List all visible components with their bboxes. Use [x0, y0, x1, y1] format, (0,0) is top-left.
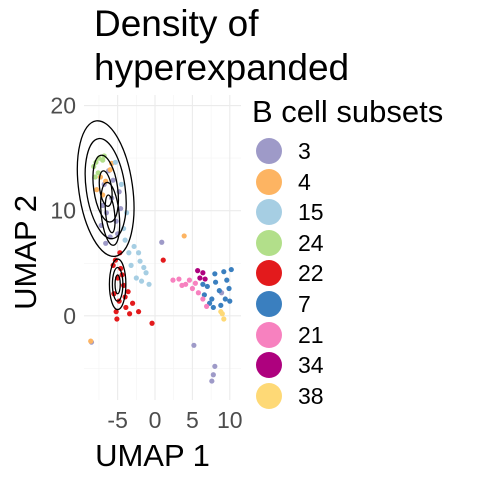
point-subset-34 — [203, 276, 208, 281]
legend-label: 7 — [298, 289, 311, 319]
point-subset-15 — [119, 182, 124, 187]
legend-key-icon — [256, 199, 282, 225]
point-subset-15 — [137, 259, 142, 264]
x-tick-label: 10 — [217, 407, 243, 433]
legend-key-icon — [256, 383, 282, 409]
x-tick-label: -5 — [107, 407, 127, 433]
legend-key-icon — [256, 169, 282, 195]
point-subset-15 — [146, 282, 151, 287]
point-subset-34 — [195, 268, 200, 273]
point-subset-7 — [223, 296, 228, 301]
y-tick-label: 0 — [63, 303, 76, 329]
point-subset-7 — [226, 286, 231, 291]
legend-label: 34 — [298, 350, 324, 380]
point-subset-7 — [200, 282, 205, 287]
point-subset-7 — [224, 278, 229, 283]
point-subset-38 — [221, 316, 226, 321]
point-subset-7 — [229, 267, 234, 272]
point-subset-3 — [191, 343, 196, 348]
point-subset-7 — [218, 303, 223, 308]
legend-label: 38 — [298, 381, 324, 411]
point-subset-22 — [136, 309, 141, 314]
x-tick-label: 5 — [186, 407, 199, 433]
point-subset-22 — [127, 311, 132, 316]
point-subset-15 — [131, 244, 136, 249]
point-subset-21 — [187, 278, 192, 283]
point-subset-7 — [205, 284, 210, 289]
point-subset-4 — [94, 187, 99, 192]
point-subset-15 — [143, 270, 148, 275]
point-subset-15 — [134, 275, 139, 280]
point-subset-4 — [88, 339, 93, 344]
point-subset-4 — [182, 233, 187, 238]
legend-title: B cell subsets — [252, 94, 443, 130]
legend-label: 4 — [298, 167, 311, 197]
legend-label: 24 — [298, 228, 324, 258]
point-subset-3 — [104, 210, 109, 215]
point-subset-38 — [218, 309, 223, 314]
legend-label: 15 — [298, 197, 324, 227]
point-subset-15 — [113, 160, 118, 165]
point-subset-15 — [139, 279, 144, 284]
point-subset-15 — [136, 250, 141, 255]
point-subset-21 — [179, 283, 184, 288]
point-subset-3 — [211, 372, 216, 377]
legend-label: 22 — [298, 258, 324, 288]
point-subset-3 — [103, 241, 108, 246]
point-subset-15 — [124, 210, 129, 215]
point-subset-15 — [129, 263, 134, 268]
y-tick-label: 20 — [50, 93, 76, 119]
x-axis-label: UMAP 1 — [95, 438, 210, 473]
density-contour — [70, 117, 142, 260]
point-subset-7 — [217, 288, 222, 293]
point-subset-7 — [227, 299, 232, 304]
point-subset-7 — [211, 305, 216, 310]
point-subset-15 — [126, 250, 131, 255]
legend-key-icon — [256, 352, 282, 378]
legend: B cell subsets 3 4 15 24 22 7 21 34 38 — [252, 94, 443, 130]
point-subset-21 — [193, 281, 198, 286]
point-subset-21 — [204, 304, 209, 309]
y-tick-label: 10 — [50, 198, 76, 224]
point-subset-3 — [209, 378, 214, 383]
point-subset-7 — [221, 269, 226, 274]
point-subset-34 — [197, 275, 202, 280]
point-subset-3 — [212, 364, 217, 369]
legend-label: 3 — [298, 136, 311, 166]
point-subset-3 — [159, 240, 164, 245]
point-subset-22 — [123, 305, 128, 310]
y-axis-label: UMAP 2 — [8, 195, 43, 310]
point-subset-22 — [114, 316, 119, 321]
point-subset-21 — [196, 290, 201, 295]
point-subset-7 — [213, 280, 218, 285]
point-subset-22 — [161, 258, 166, 263]
point-subset-21 — [200, 296, 205, 301]
point-subset-21 — [176, 276, 181, 281]
point-subset-22 — [149, 321, 154, 326]
legend-label: 21 — [298, 320, 324, 350]
point-subset-22 — [130, 301, 135, 306]
point-subset-21 — [170, 278, 175, 283]
point-subset-3 — [111, 178, 116, 183]
legend-key-icon — [256, 138, 282, 164]
point-subset-21 — [190, 286, 195, 291]
density-contour — [104, 195, 117, 234]
point-subset-34 — [200, 270, 205, 275]
legend-key-icon — [256, 230, 282, 256]
point-subset-7 — [212, 271, 217, 276]
legend-key-icon — [256, 291, 282, 317]
x-tick-label: 0 — [149, 407, 162, 433]
point-subset-15 — [141, 265, 146, 270]
point-subset-15 — [123, 238, 128, 243]
legend-key-icon — [256, 322, 282, 348]
